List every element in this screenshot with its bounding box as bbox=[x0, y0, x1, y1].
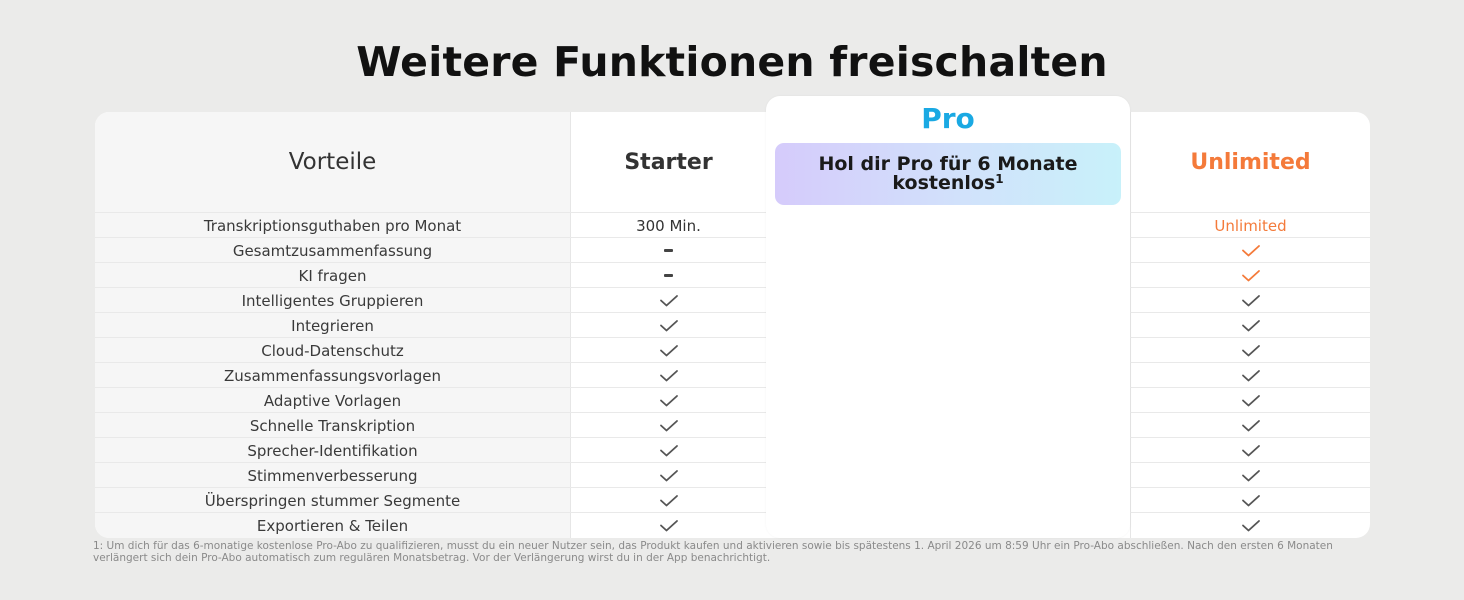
unlimited-cell bbox=[1131, 288, 1370, 313]
checkmark-icon bbox=[1241, 319, 1261, 333]
page-title: Weitere Funktionen freischalten bbox=[356, 38, 1108, 86]
unlimited-cell: Unlimited bbox=[1131, 213, 1370, 238]
checkmark-icon bbox=[1241, 369, 1261, 383]
checkmark-icon bbox=[659, 394, 679, 408]
dash-icon bbox=[664, 249, 673, 252]
unlimited-cell bbox=[1131, 438, 1370, 463]
starter-cell bbox=[571, 238, 766, 263]
pro-promo-line1: Hol dir Pro für 6 Monate bbox=[818, 153, 1078, 175]
unlimited-value: Unlimited bbox=[1214, 216, 1287, 235]
checkmark-icon bbox=[659, 369, 679, 383]
checkmark-icon bbox=[659, 494, 679, 508]
table-row: Zusammenfassungsvorlagen bbox=[95, 362, 1370, 388]
dash-icon bbox=[664, 274, 673, 277]
header-starter: Starter bbox=[624, 149, 713, 175]
starter-cell bbox=[571, 313, 766, 338]
checkmark-icon bbox=[1241, 294, 1261, 308]
table-row: Überspringen stummer Segmente bbox=[95, 487, 1370, 513]
feature-label: Intelligentes Gruppieren bbox=[241, 291, 424, 310]
checkmark-icon bbox=[1241, 244, 1261, 258]
feature-label: Überspringen stummer Segmente bbox=[204, 491, 461, 510]
checkmark-icon bbox=[659, 294, 679, 308]
starter-cell bbox=[571, 413, 766, 438]
footnote-marker: 1 bbox=[995, 172, 1004, 186]
unlimited-cell bbox=[1131, 363, 1370, 388]
checkmark-icon bbox=[1241, 269, 1261, 283]
benefits-column-background bbox=[95, 112, 570, 538]
unlimited-cell bbox=[1131, 338, 1370, 363]
table-row: Sprecher-Identifikation bbox=[95, 437, 1370, 463]
checkmark-icon bbox=[1241, 519, 1261, 533]
table-row: Adaptive Vorlagen bbox=[95, 387, 1370, 413]
pro-promo-line2-text: kostenlos bbox=[892, 172, 996, 194]
starter-value: 300 Min. bbox=[636, 216, 701, 235]
checkmark-icon bbox=[1241, 444, 1261, 458]
checkmark-icon bbox=[1241, 419, 1261, 433]
unlimited-cell bbox=[1131, 488, 1370, 513]
column-divider bbox=[570, 112, 571, 538]
checkmark-icon bbox=[1241, 469, 1261, 483]
starter-cell: 300 Min. bbox=[571, 213, 766, 238]
feature-label: Schnelle Transkription bbox=[249, 416, 416, 435]
header-pro: Pro bbox=[921, 102, 975, 135]
table-row: KI fragen bbox=[95, 262, 1370, 288]
table-header: Vorteile Starter Unlimited bbox=[95, 112, 1370, 212]
checkmark-icon bbox=[659, 419, 679, 433]
footnote: 1: Um dich für das 6-monatige kostenlose… bbox=[93, 540, 1333, 564]
column-divider bbox=[1130, 112, 1131, 538]
table-row: Cloud-Datenschutz bbox=[95, 337, 1370, 363]
table-row: Exportieren & Teilen bbox=[95, 512, 1370, 538]
header-benefits: Vorteile bbox=[288, 149, 377, 175]
starter-cell bbox=[571, 513, 766, 538]
feature-label: KI fragen bbox=[298, 266, 367, 285]
feature-label: Zusammenfassungsvorlagen bbox=[223, 366, 442, 385]
starter-cell bbox=[571, 463, 766, 488]
feature-label: Adaptive Vorlagen bbox=[263, 391, 402, 410]
unlimited-cell bbox=[1131, 263, 1370, 288]
checkmark-icon bbox=[659, 519, 679, 533]
checkmark-icon bbox=[659, 469, 679, 483]
starter-cell bbox=[571, 438, 766, 463]
checkmark-icon bbox=[659, 319, 679, 333]
table-row: Schnelle Transkription bbox=[95, 412, 1370, 438]
starter-cell bbox=[571, 488, 766, 513]
feature-label: Integrieren bbox=[291, 316, 374, 335]
comparison-table: Vorteile Starter Unlimited Transkription… bbox=[95, 112, 1370, 538]
starter-cell bbox=[571, 288, 766, 313]
header-unlimited: Unlimited bbox=[1190, 149, 1311, 175]
starter-cell bbox=[571, 263, 766, 288]
unlimited-cell bbox=[1131, 463, 1370, 488]
feature-label: Gesamtzusammenfassung bbox=[232, 241, 433, 260]
checkmark-icon bbox=[1241, 394, 1261, 408]
checkmark-icon bbox=[659, 444, 679, 458]
pro-promo-line2: kostenlos1 bbox=[892, 172, 1004, 194]
table-row: Gesamtzusammenfassung bbox=[95, 237, 1370, 263]
pro-promo-banner[interactable]: Hol dir Pro für 6 Monate kostenlos1 bbox=[775, 143, 1121, 205]
starter-cell bbox=[571, 338, 766, 363]
checkmark-icon bbox=[1241, 494, 1261, 508]
pro-plan-column: Pro Hol dir Pro für 6 Monate kostenlos1 bbox=[766, 96, 1130, 538]
checkmark-icon bbox=[1241, 344, 1261, 358]
unlimited-cell bbox=[1131, 238, 1370, 263]
unlimited-cell bbox=[1131, 313, 1370, 338]
feature-label: Sprecher-Identifikation bbox=[247, 441, 418, 460]
feature-label: Transkriptionsguthaben pro Monat bbox=[203, 216, 462, 235]
checkmark-icon bbox=[659, 344, 679, 358]
table-row: Stimmenverbesserung bbox=[95, 462, 1370, 488]
feature-label: Stimmenverbesserung bbox=[247, 466, 418, 485]
feature-label: Exportieren & Teilen bbox=[256, 516, 409, 535]
starter-cell bbox=[571, 363, 766, 388]
unlimited-cell bbox=[1131, 513, 1370, 538]
table-row: Intelligentes Gruppieren bbox=[95, 287, 1370, 313]
table-row: Transkriptionsguthaben pro Monat 300 Min.… bbox=[95, 212, 1370, 238]
unlimited-cell bbox=[1131, 388, 1370, 413]
starter-cell bbox=[571, 388, 766, 413]
feature-label: Cloud-Datenschutz bbox=[261, 341, 404, 360]
table-row: Integrieren bbox=[95, 312, 1370, 338]
unlimited-cell bbox=[1131, 413, 1370, 438]
